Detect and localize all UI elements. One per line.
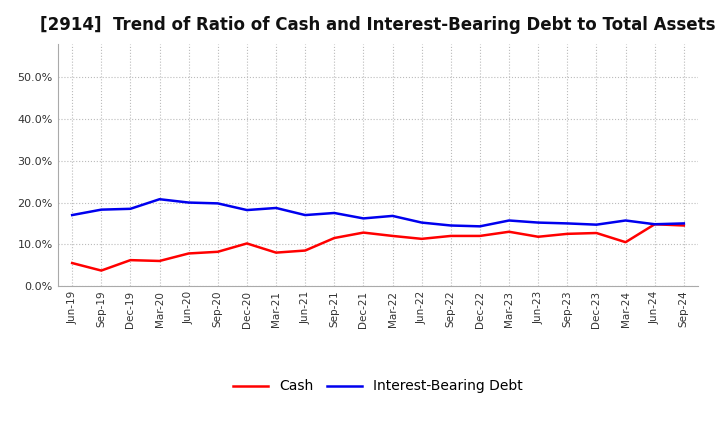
Interest-Bearing Debt [126,206,135,212]
Interest-Bearing Debt [505,218,513,223]
Interest-Bearing Debt [68,213,76,218]
Interest-Bearing Debt [446,223,455,228]
Cash [359,230,368,235]
Cash [592,231,600,236]
Cash [680,223,688,228]
Cash [184,251,193,256]
Cash [563,231,572,236]
Interest-Bearing Debt [301,213,310,218]
Cash [650,222,659,227]
Interest-Bearing Debt [563,221,572,226]
Cash [68,260,76,266]
Cash [446,233,455,238]
Cash [243,241,251,246]
Cash [621,239,630,245]
Cash [97,268,106,273]
Interest-Bearing Debt [680,221,688,226]
Legend: Cash, Interest-Bearing Debt: Cash, Interest-Bearing Debt [226,372,530,400]
Cash [330,235,338,241]
Interest-Bearing Debt [621,218,630,223]
Cash [476,233,485,238]
Interest-Bearing Debt [243,207,251,213]
Interest-Bearing Debt [650,222,659,227]
Interest-Bearing Debt [359,216,368,221]
Title: [2914]  Trend of Ratio of Cash and Interest-Bearing Debt to Total Assets: [2914] Trend of Ratio of Cash and Intere… [40,16,716,34]
Cash [156,258,164,264]
Interest-Bearing Debt [534,220,543,225]
Cash [534,234,543,239]
Line: Cash: Cash [72,224,684,271]
Cash [271,250,280,255]
Cash [418,236,426,242]
Line: Interest-Bearing Debt: Interest-Bearing Debt [72,199,684,226]
Interest-Bearing Debt [213,201,222,206]
Interest-Bearing Debt [184,200,193,205]
Interest-Bearing Debt [97,207,106,212]
Interest-Bearing Debt [271,205,280,211]
Interest-Bearing Debt [418,220,426,225]
Cash [126,257,135,263]
Interest-Bearing Debt [388,213,397,219]
Cash [213,249,222,254]
Cash [388,233,397,238]
Cash [301,248,310,253]
Interest-Bearing Debt [476,224,485,229]
Interest-Bearing Debt [592,222,600,227]
Cash [505,229,513,235]
Interest-Bearing Debt [156,197,164,202]
Interest-Bearing Debt [330,210,338,216]
